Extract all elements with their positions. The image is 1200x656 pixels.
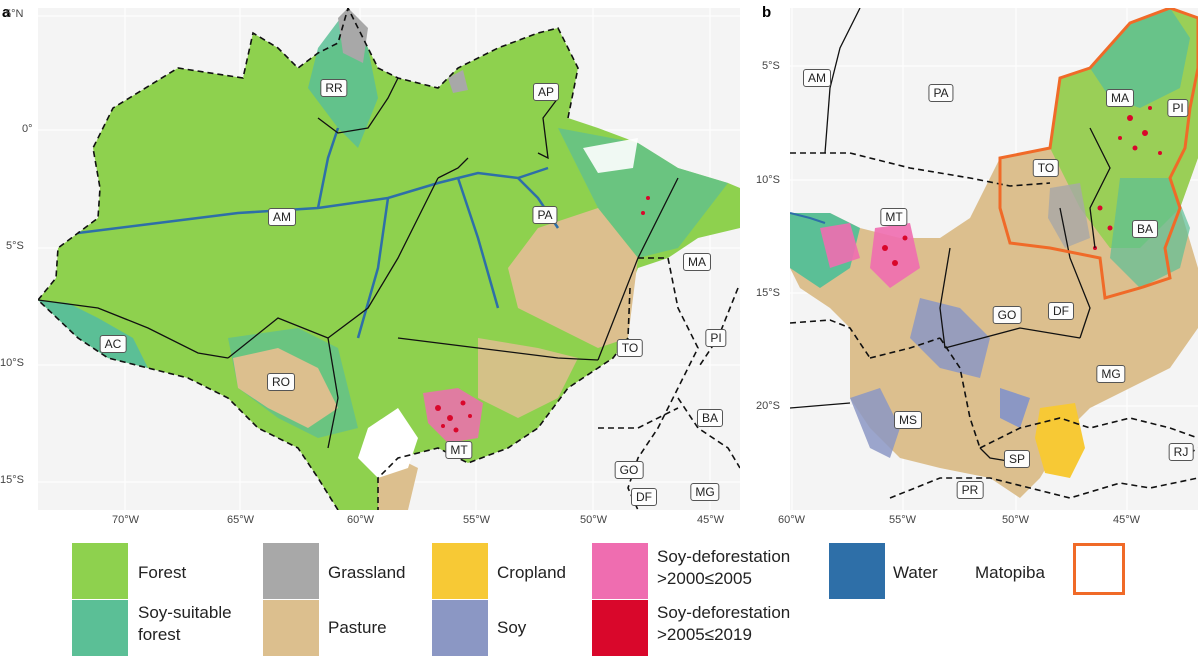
lon-tick-b: 60°W (778, 514, 806, 526)
lat-tick-b: 15°S (756, 287, 780, 299)
lat-tick-b: 5°S (762, 60, 780, 72)
lat-tick-a: 10°S (0, 357, 24, 369)
legend-label-cropland: Cropland (497, 563, 566, 582)
legend-swatch-matopiba (1073, 543, 1125, 595)
state-label-ro: RO (267, 373, 295, 391)
map-panel-a: a RR AP AM PA MA AC PI TO RO BA MT GO MG… (2, 4, 740, 510)
legend-label-forest: Forest (138, 563, 187, 582)
state-label-df: DF (631, 488, 657, 506)
state-label-ms: MS (894, 411, 922, 429)
legend-label-pasture: Pasture (328, 618, 387, 637)
legend-swatch-soy-suitable-forest (72, 600, 128, 656)
state-label-pr: PR (956, 481, 984, 499)
lat-tick-b: 20°S (756, 400, 780, 412)
state-label-mt: MT (880, 208, 908, 226)
state-label-am: AM (803, 69, 831, 87)
legend-swatch-soy-deforestation-2005-2019 (592, 600, 648, 656)
panel-a-letter: a (2, 4, 11, 21)
map-b-canvas (790, 8, 1198, 510)
lon-tick-b: 50°W (1002, 514, 1030, 526)
state-label-ap: AP (532, 83, 560, 101)
state-label-mt: MT (445, 441, 473, 459)
state-label-am: AM (268, 208, 296, 226)
legend-swatch-pasture (263, 600, 319, 656)
state-label-to: TO (616, 339, 644, 357)
state-label-pa: PA (532, 206, 558, 224)
state-label-ma: MA (683, 253, 711, 271)
state-label-rr: RR (320, 79, 348, 97)
state-label-pi: PI (1167, 99, 1189, 117)
lon-tick-a: 60°W (347, 514, 375, 526)
lat-tick-a: 5°N (5, 8, 24, 20)
legend-label-water: Water (893, 563, 938, 582)
state-label-go: GO (614, 461, 644, 479)
state-label-pa: PA (928, 84, 954, 102)
state-label-mg: MG (1096, 365, 1126, 383)
lon-tick-a: 45°W (697, 514, 725, 526)
state-label-df: DF (1048, 302, 1074, 320)
lon-tick-a: 50°W (580, 514, 608, 526)
legend-swatch-soy (432, 600, 488, 656)
state-label-mg: MG (690, 483, 720, 501)
lon-tick-a: 70°W (112, 514, 140, 526)
map-a-canvas (38, 8, 740, 510)
state-label-sp: SP (1003, 450, 1031, 468)
legend-swatch-cropland (432, 543, 488, 599)
legend-swatch-forest (72, 543, 128, 599)
lon-tick-b: 45°W (1113, 514, 1141, 526)
legend-swatch-soy-deforestation-2000-2005 (592, 543, 648, 599)
state-label-ac: AC (99, 335, 127, 353)
state-label-ma: MA (1106, 89, 1134, 107)
lon-tick-a: 65°W (227, 514, 255, 526)
state-label-ba: BA (1131, 220, 1159, 238)
state-label-rj: RJ (1168, 443, 1194, 461)
state-label-to: TO (1032, 159, 1060, 177)
legend-label-soy-suitable-forest: Soy-suitable forest (138, 603, 232, 644)
legend-label-soy: Soy (497, 618, 527, 637)
panel-b-letter: b (762, 4, 772, 21)
lon-tick-b: 55°W (889, 514, 917, 526)
lat-tick-a: 0° (22, 123, 33, 135)
lat-tick-a: 5°S (6, 240, 24, 252)
legend-label-soy-deforestation-2000-2005: Soy-deforestation >2000≤2005 (657, 547, 791, 588)
legend-swatch-grassland (263, 543, 319, 599)
lat-tick-a: 15°S (0, 474, 24, 486)
legend-label-soy-deforestation-2005-2019: Soy-deforestation >2005≤2019 (657, 603, 791, 644)
legend-swatch-water (829, 543, 885, 599)
state-label-ba: BA (696, 409, 724, 427)
map-panel-b: b AM PA MA PI TO MT BA GO DF MG MS SP RJ… (762, 4, 1198, 510)
legend-label-grassland: Grassland (328, 563, 406, 582)
state-label-go: GO (992, 306, 1022, 324)
lat-tick-b: 10°S (756, 174, 780, 186)
legend-label-matopiba: Matopiba (975, 563, 1045, 582)
matopiba-outline (998, 8, 1198, 300)
state-label-pi: PI (705, 329, 727, 347)
lon-tick-a: 55°W (463, 514, 491, 526)
